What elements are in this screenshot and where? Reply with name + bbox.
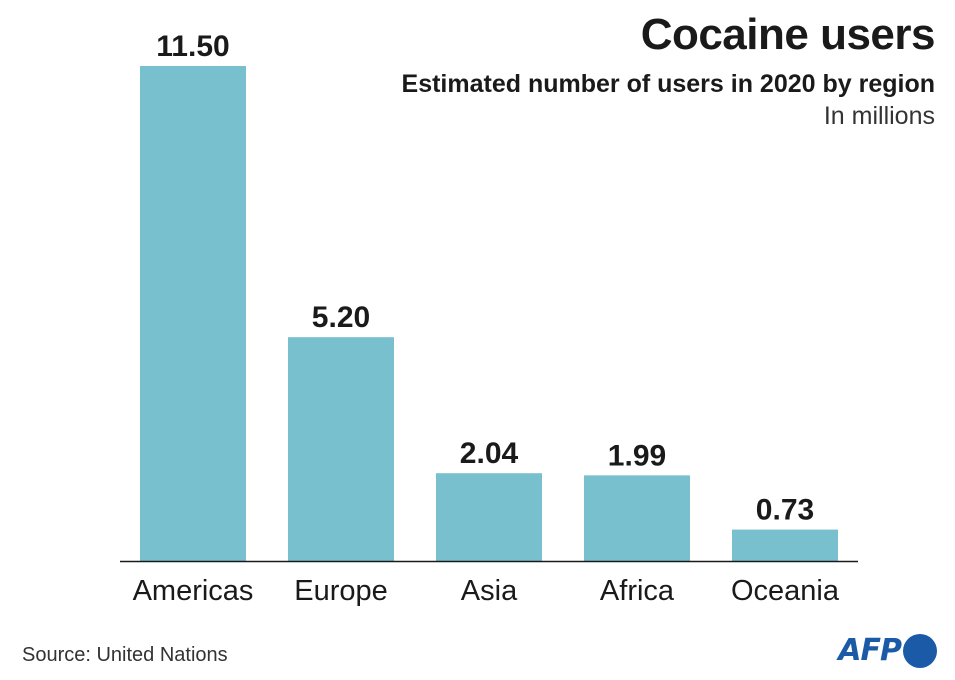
chart-title: Cocaine users: [640, 10, 936, 59]
data-label-oceania: 0.73: [756, 494, 814, 527]
bar-oceania: [732, 529, 838, 561]
afp-logo-dot-icon: [903, 634, 937, 668]
data-label-africa: 1.99: [608, 439, 666, 472]
bar-americas: [140, 66, 246, 561]
category-label-europe: Europe: [294, 575, 388, 607]
data-label-asia: 2.04: [460, 437, 519, 470]
bar-europe: [288, 337, 394, 561]
category-label-africa: Africa: [600, 575, 675, 607]
unit-note: In millions: [823, 102, 935, 130]
source-note: Source: United Nations: [22, 644, 228, 666]
data-label-americas: 11.50: [156, 30, 229, 63]
chart-subtitle: Estimated number of users in 2020 by reg…: [401, 70, 935, 98]
bar-africa: [584, 475, 690, 561]
data-label-europe: 5.20: [312, 301, 370, 334]
bar-asia: [436, 473, 542, 561]
category-label-oceania: Oceania: [731, 575, 840, 607]
afp-logo: AFP: [838, 633, 937, 669]
category-label-americas: Americas: [133, 575, 254, 607]
category-label-asia: Asia: [461, 575, 518, 607]
afp-logo-text: AFP: [838, 633, 902, 668]
